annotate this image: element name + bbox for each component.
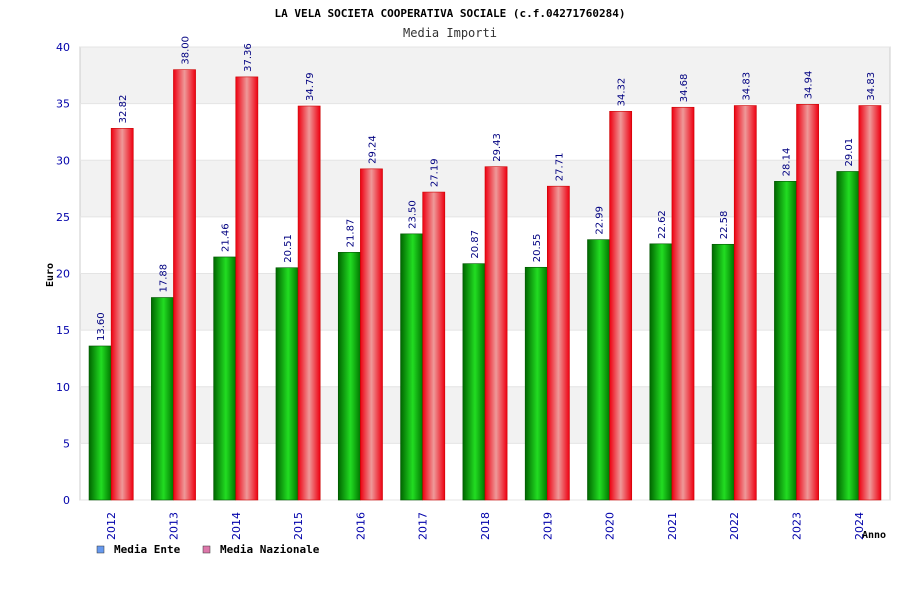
y-tick-label: 25 bbox=[56, 211, 70, 224]
bar-media-nazionale bbox=[110, 128, 134, 501]
y-axis-ticks: 0 5 10 15 20 25 30 35 40 bbox=[56, 41, 70, 507]
y-tick-label: 5 bbox=[63, 437, 70, 450]
legend-swatch-media-ente bbox=[96, 545, 105, 554]
x-tick-label: 2021 bbox=[666, 512, 679, 540]
value-label: 34.68 bbox=[679, 74, 690, 103]
y-tick-label: 30 bbox=[56, 154, 70, 167]
value-label: 34.32 bbox=[617, 78, 628, 107]
value-label: 22.58 bbox=[719, 211, 730, 240]
bar-media-nazionale bbox=[671, 106, 695, 501]
x-tick-label: 2017 bbox=[417, 512, 430, 540]
value-label: 32.82 bbox=[118, 95, 129, 124]
bar-media-ente bbox=[587, 239, 610, 501]
value-label: 20.51 bbox=[283, 234, 294, 263]
chart-title: LA VELA SOCIETA COOPERATIVA SOCIALE (c.f… bbox=[275, 7, 626, 20]
bar-media-nazionale bbox=[235, 76, 259, 501]
x-axis-ticks: 2012 2013 2014 2015 2016 2017 2018 2019 2020 2021… bbox=[105, 512, 866, 540]
bar-media-nazionale bbox=[484, 166, 508, 501]
value-label: 22.62 bbox=[657, 210, 668, 239]
bar-media-nazionale bbox=[796, 104, 819, 501]
bar-media-nazionale bbox=[858, 105, 882, 501]
value-label: 20.87 bbox=[470, 230, 481, 259]
x-tick-label: 2024 bbox=[853, 512, 866, 540]
y-tick-label: 15 bbox=[56, 324, 70, 337]
bars: 13.60 32.82 17.88 38.00 21.46 37.36 20.51 34.79… bbox=[88, 36, 882, 501]
x-tick-label: 2020 bbox=[604, 512, 617, 540]
bar-media-ente bbox=[836, 171, 860, 501]
bar-media-ente bbox=[337, 252, 361, 501]
bar-media-nazionale bbox=[609, 111, 633, 501]
legend-label-media-ente: Media Ente bbox=[114, 543, 181, 556]
x-tick-label: 2019 bbox=[541, 512, 554, 540]
x-tick-label: 2013 bbox=[167, 512, 180, 540]
value-label: 37.36 bbox=[243, 43, 254, 72]
x-tick-label: 2018 bbox=[479, 512, 492, 540]
y-tick-label: 35 bbox=[56, 98, 70, 111]
x-tick-label: 2014 bbox=[230, 512, 243, 540]
bar-media-ente bbox=[462, 263, 486, 501]
value-label: 17.88 bbox=[158, 264, 169, 293]
grid-band bbox=[80, 47, 890, 104]
y-tick-label: 40 bbox=[56, 41, 70, 54]
value-label: 21.46 bbox=[221, 223, 232, 252]
bar-media-ente bbox=[88, 345, 112, 501]
chart-subtitle: Media Importi bbox=[403, 26, 497, 40]
legend: Media Ente Media Nazionale bbox=[96, 543, 320, 556]
y-tick-label: 0 bbox=[63, 494, 70, 507]
x-tick-label: 2022 bbox=[728, 512, 741, 540]
value-label: 27.19 bbox=[430, 158, 441, 187]
bar-media-nazionale bbox=[173, 69, 196, 501]
bar-media-ente bbox=[275, 267, 299, 501]
value-label: 23.50 bbox=[408, 200, 419, 229]
value-label: 34.79 bbox=[305, 72, 316, 101]
y-tick-label: 10 bbox=[56, 381, 70, 394]
x-tick-label: 2012 bbox=[105, 512, 118, 540]
bar-media-nazionale bbox=[422, 191, 446, 501]
value-label: 34.83 bbox=[866, 72, 877, 101]
bar-media-ente bbox=[649, 243, 673, 501]
bar-media-nazionale bbox=[733, 105, 757, 501]
value-label: 27.71 bbox=[554, 153, 565, 182]
bar-media-ente bbox=[213, 256, 237, 501]
value-label: 34.83 bbox=[741, 72, 752, 101]
bar-media-nazionale bbox=[360, 168, 383, 501]
x-tick-label: 2015 bbox=[292, 512, 305, 540]
x-axis-title: Anno bbox=[862, 530, 886, 541]
value-label: 34.94 bbox=[804, 71, 815, 100]
bar-media-ente bbox=[524, 266, 548, 501]
value-label: 13.60 bbox=[96, 312, 107, 341]
value-label: 20.55 bbox=[532, 234, 543, 263]
y-axis-title: Euro bbox=[45, 263, 56, 287]
bar-media-ente bbox=[151, 297, 174, 501]
value-label: 29.01 bbox=[844, 138, 855, 167]
value-label: 29.24 bbox=[367, 135, 378, 164]
legend-label-media-nazionale: Media Nazionale bbox=[220, 543, 320, 556]
bar-media-ente bbox=[774, 181, 797, 501]
legend-swatch-media-nazionale bbox=[202, 545, 211, 554]
value-label: 38.00 bbox=[181, 36, 192, 65]
bar-media-ente bbox=[711, 243, 735, 501]
bar-media-nazionale bbox=[297, 105, 321, 501]
x-tick-label: 2016 bbox=[354, 512, 367, 540]
value-label: 28.14 bbox=[781, 148, 792, 177]
x-tick-label: 2023 bbox=[791, 512, 804, 540]
bar-media-ente bbox=[400, 233, 423, 501]
value-label: 21.87 bbox=[345, 219, 356, 248]
value-label: 29.43 bbox=[492, 133, 503, 162]
y-tick-label: 20 bbox=[56, 268, 70, 281]
bar-media-nazionale bbox=[547, 185, 570, 501]
value-label: 22.99 bbox=[595, 206, 606, 235]
